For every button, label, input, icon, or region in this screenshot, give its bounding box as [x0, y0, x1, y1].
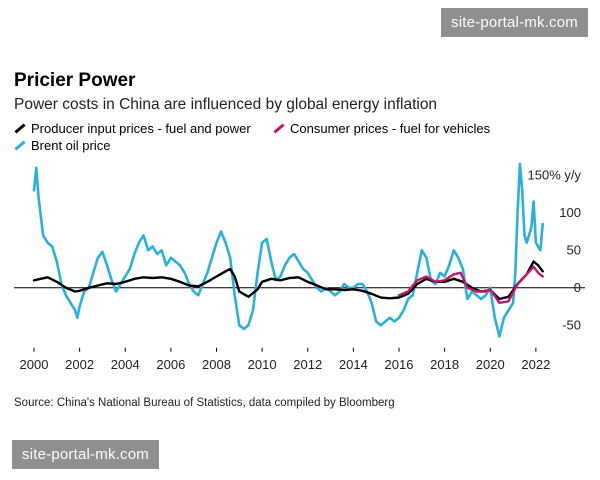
x-tick-label: 2014 — [339, 357, 368, 372]
legend-swatch-consumer — [273, 123, 285, 134]
legend-swatch-brent — [14, 140, 26, 151]
series-line-brent-oil-price — [32, 162, 544, 338]
y-tick-label: 100 — [559, 205, 581, 220]
x-tick-label: 2020 — [476, 357, 505, 372]
legend-swatch-producer — [14, 123, 26, 134]
series-line-producer-input-prices-fuel-and-power — [32, 260, 544, 301]
chart-subtitle: Power costs in China are influenced by g… — [14, 96, 438, 113]
x-tick-label: 2004 — [111, 357, 140, 372]
chart-title: Pricier Power — [14, 70, 136, 91]
legend-item-producer: Producer input prices - fuel and power — [14, 121, 251, 136]
x-tick-label: 2018 — [430, 357, 459, 372]
x-tick-label: 2008 — [202, 357, 231, 372]
legend-item-consumer: Consumer prices - fuel for vehicles — [273, 121, 490, 136]
x-tick-label: 2006 — [156, 357, 185, 372]
x-tick-label: 2012 — [293, 357, 322, 372]
legend-label-consumer: Consumer prices - fuel for vehicles — [290, 121, 491, 136]
legend-label-brent: Brent oil price — [31, 138, 111, 153]
x-tick-label: 2010 — [248, 357, 277, 372]
y-tick-label: -50 — [562, 317, 581, 332]
chart-plot: -50 0 50 100 150% y/y 2000 2002 2004 2006 2008 201… — [14, 162, 585, 372]
y-tick-label: 50 — [567, 242, 581, 257]
series-line-consumer-prices-fuel-for-vehicles — [397, 265, 544, 304]
watermark-bottom: site-portal-mk.com — [12, 440, 159, 469]
watermark-top: site-portal-mk.com — [441, 8, 588, 37]
x-tick-label: 2016 — [385, 357, 414, 372]
x-tick-label: 2000 — [20, 357, 49, 372]
legend-item-brent: Brent oil price — [14, 138, 110, 153]
source-note: Source: China's National Bureau of Stati… — [14, 397, 395, 409]
y-tick-label: 150% y/y — [528, 167, 582, 182]
x-tick-label: 2002 — [65, 357, 94, 372]
legend-label-producer: Producer input prices - fuel and power — [31, 121, 251, 136]
x-tick-label: 2022 — [521, 357, 550, 372]
y-tick-label: 0 — [574, 280, 581, 295]
